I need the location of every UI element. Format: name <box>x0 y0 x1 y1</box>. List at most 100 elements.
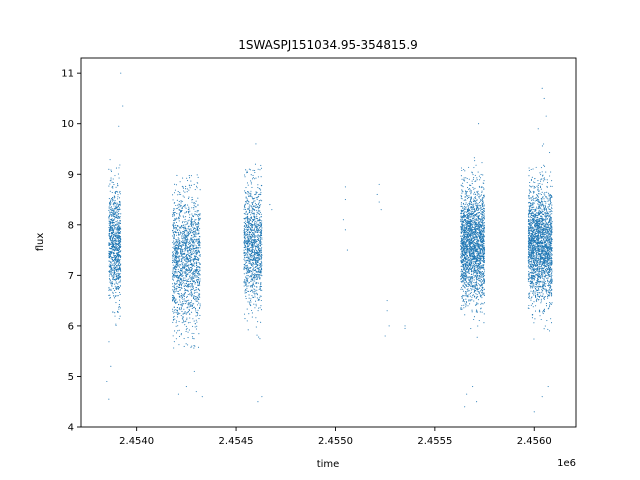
data-point <box>119 273 121 275</box>
data-point <box>190 219 192 221</box>
data-point <box>246 215 248 217</box>
data-point <box>179 204 181 206</box>
data-point <box>195 245 197 247</box>
data-point <box>198 294 200 296</box>
data-point <box>119 256 121 258</box>
data-point <box>252 213 254 215</box>
data-point <box>479 229 481 231</box>
data-point <box>181 241 183 243</box>
data-point <box>257 310 259 312</box>
data-point <box>198 235 200 238</box>
data-point <box>467 290 469 292</box>
data-point <box>178 274 181 276</box>
data-point <box>176 287 178 289</box>
data-point <box>189 294 191 296</box>
data-point <box>259 222 261 224</box>
data-point <box>194 213 196 215</box>
data-point <box>191 254 193 256</box>
data-point <box>260 243 262 245</box>
data-point <box>175 243 177 245</box>
data-point <box>259 270 261 272</box>
data-point <box>479 207 481 210</box>
data-point <box>252 277 254 279</box>
data-point <box>108 244 110 246</box>
data-point <box>465 241 467 243</box>
data-point <box>195 259 197 261</box>
data-point <box>472 264 474 267</box>
data-point <box>109 190 111 192</box>
data-point <box>110 270 112 272</box>
data-point <box>259 295 261 297</box>
data-point <box>197 259 199 262</box>
data-point <box>192 231 194 234</box>
data-point <box>254 172 256 174</box>
data-point <box>472 233 474 236</box>
data-point <box>184 236 186 239</box>
data-point <box>187 303 189 305</box>
data-point <box>111 222 113 224</box>
data-point <box>190 277 192 279</box>
data-point <box>250 237 252 239</box>
data-point <box>194 203 196 205</box>
data-point <box>187 293 189 296</box>
data-point <box>190 232 192 234</box>
data-point <box>197 250 199 252</box>
data-point <box>193 255 195 257</box>
data-point <box>258 260 260 262</box>
data-point <box>178 247 180 249</box>
data-point <box>253 197 255 199</box>
data-point <box>113 219 115 221</box>
data-point <box>174 224 176 226</box>
data-point <box>465 177 467 179</box>
data-point <box>117 272 119 275</box>
data-point <box>259 238 261 240</box>
data-point <box>465 306 467 308</box>
data-point <box>193 227 195 230</box>
data-point <box>108 207 110 209</box>
data-point <box>243 221 245 224</box>
data-point <box>188 269 190 271</box>
data-point <box>172 235 174 237</box>
data-point <box>250 180 252 182</box>
data-point <box>246 286 248 288</box>
data-point <box>461 169 463 172</box>
data-point <box>464 314 466 316</box>
data-point <box>173 213 175 215</box>
data-point <box>115 226 117 228</box>
data-point <box>175 221 178 223</box>
data-point <box>260 299 262 302</box>
data-point <box>460 219 462 221</box>
data-point <box>108 230 110 233</box>
data-point <box>192 285 194 287</box>
data-point <box>179 248 181 250</box>
data-point <box>473 284 475 287</box>
data-point <box>473 211 475 213</box>
data-point <box>477 207 479 209</box>
data-point <box>198 213 200 215</box>
data-point <box>468 197 470 199</box>
data-point <box>196 300 198 302</box>
data-point <box>174 211 176 214</box>
data-point <box>116 237 118 239</box>
data-point <box>246 320 248 322</box>
data-point <box>110 246 113 248</box>
data-point <box>118 229 120 232</box>
data-point <box>196 325 198 327</box>
data-point <box>479 179 481 181</box>
data-point <box>465 202 467 204</box>
data-point <box>120 263 122 266</box>
data-point <box>479 261 481 263</box>
data-point <box>182 226 184 228</box>
data-point <box>115 245 117 247</box>
data-point <box>257 230 259 232</box>
data-point <box>176 310 179 312</box>
data-point <box>189 247 191 249</box>
data-point <box>116 234 118 236</box>
data-point <box>184 212 186 214</box>
data-point <box>471 283 473 285</box>
data-point <box>464 190 467 192</box>
data-point <box>196 289 198 291</box>
data-point <box>110 269 112 271</box>
data-point <box>197 265 199 267</box>
